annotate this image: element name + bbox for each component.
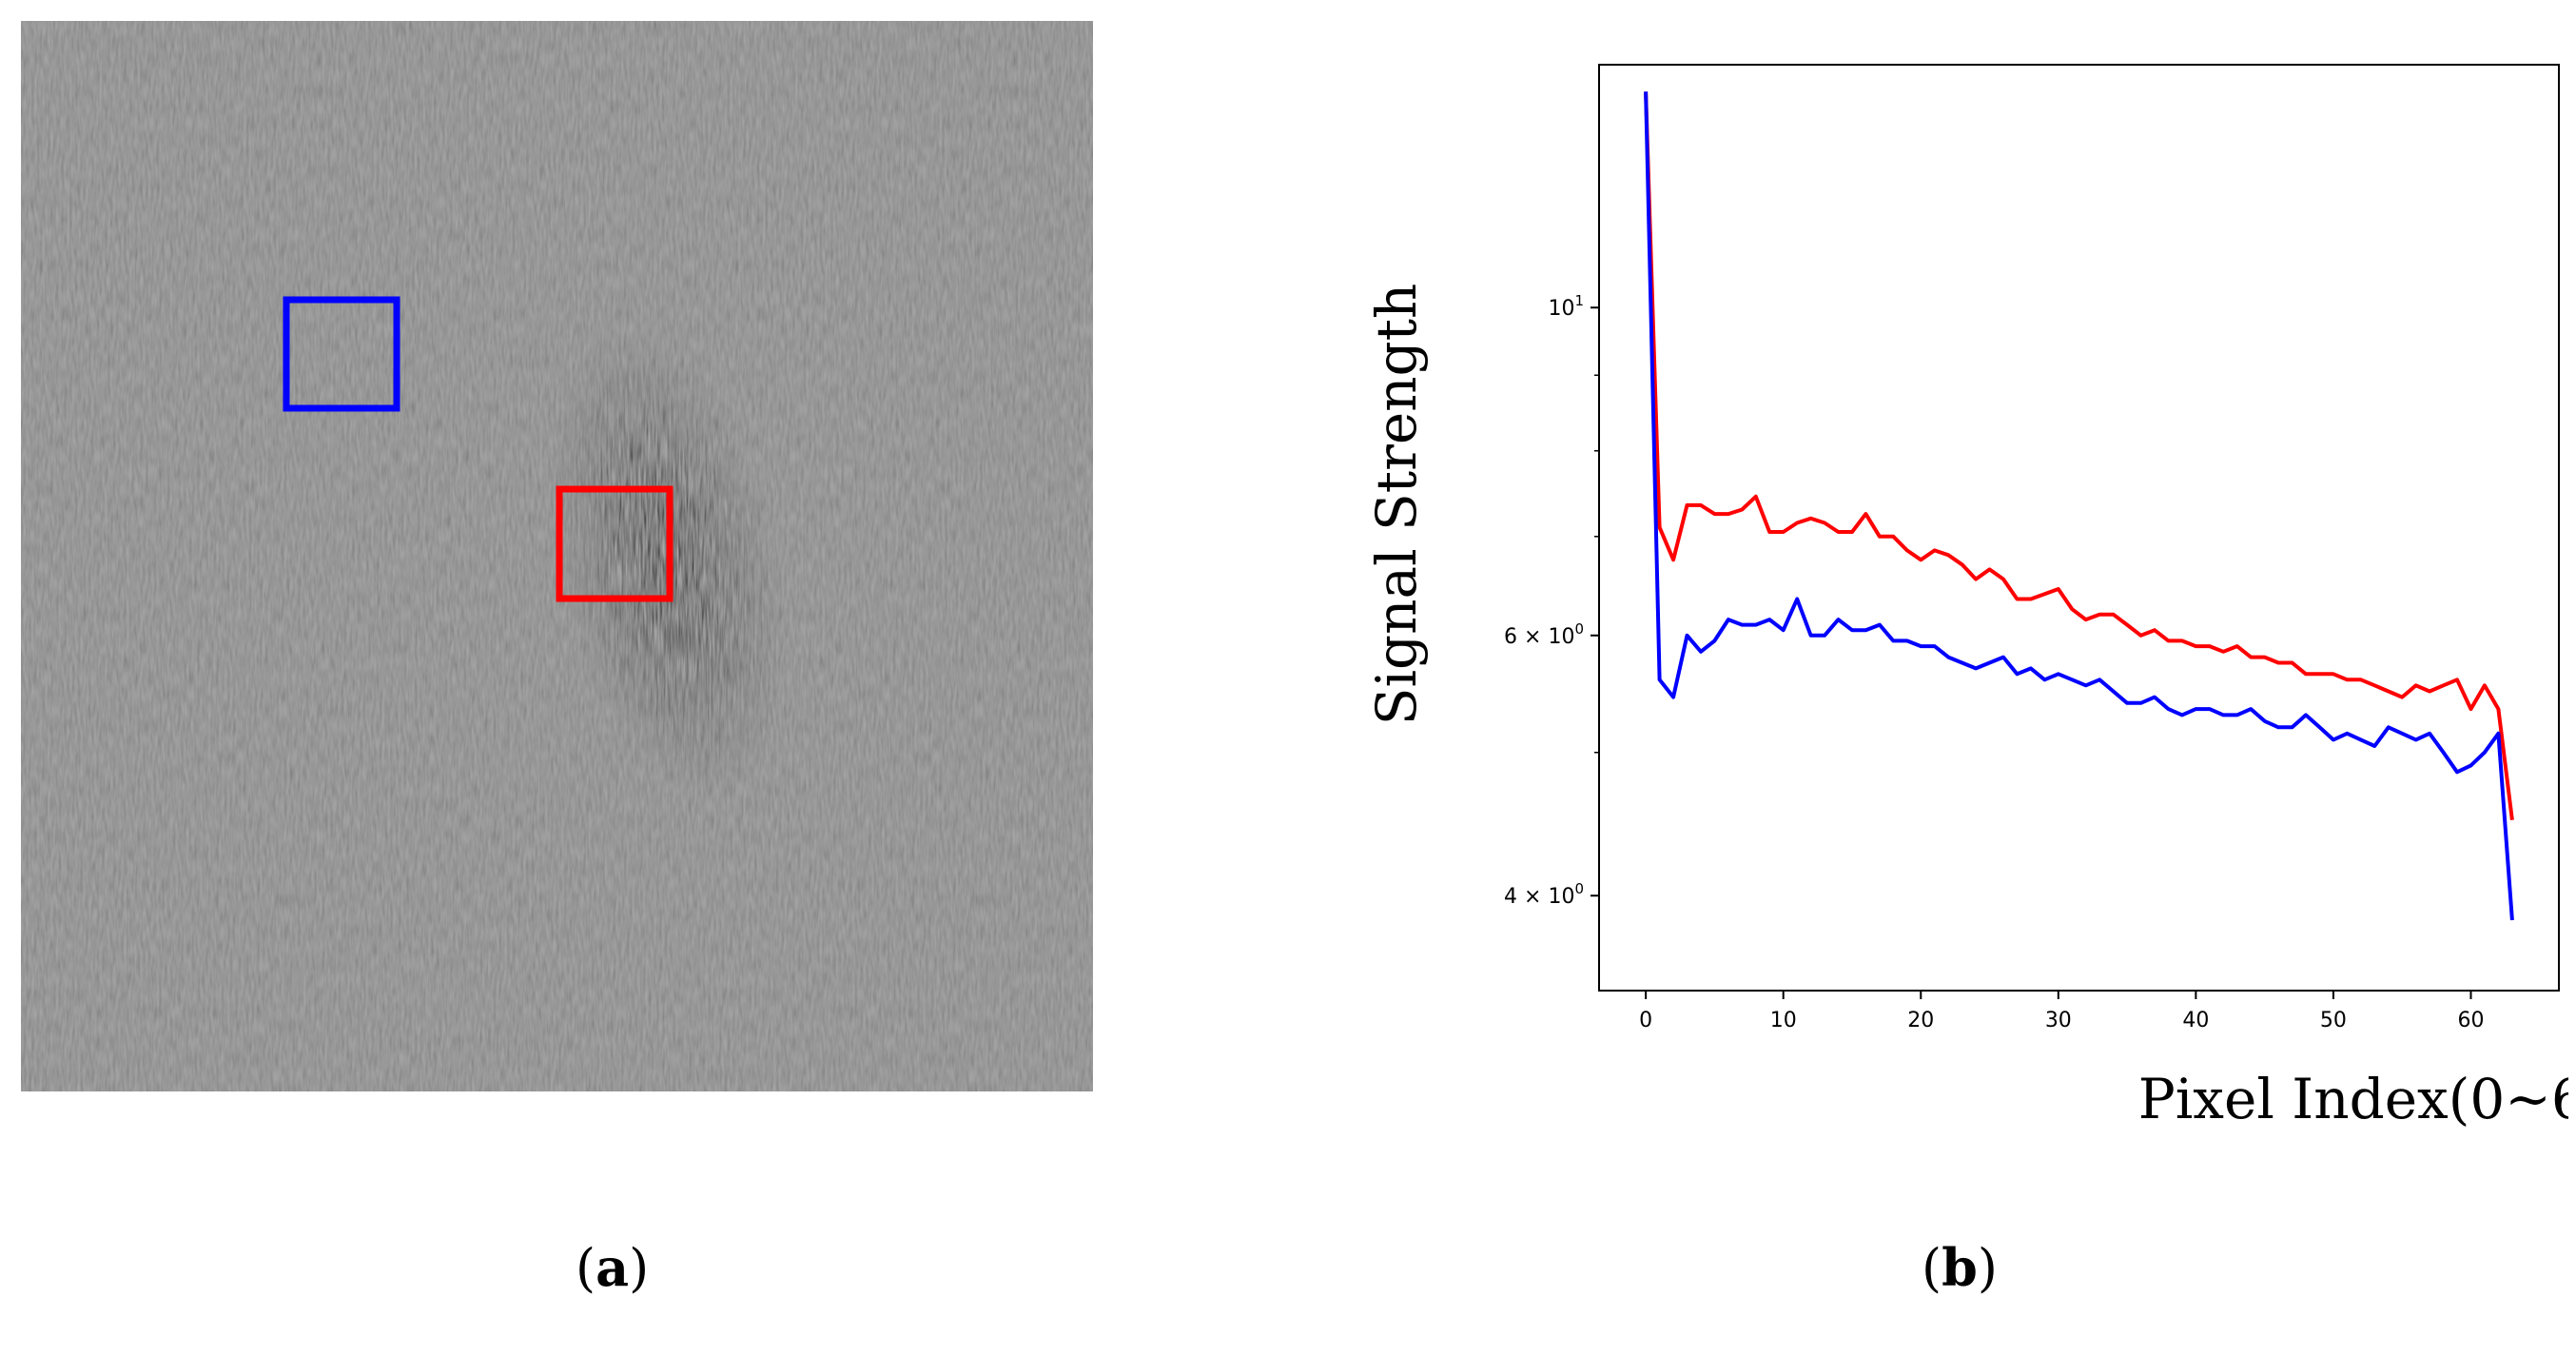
x-tick-label: 10: [1770, 1009, 1797, 1032]
x-tick-label: 60: [2457, 1009, 2484, 1032]
blue-roi-box: [283, 296, 400, 412]
y-tick-label: 4 × 100: [1504, 880, 1584, 909]
series-line-blue: [1644, 91, 2514, 921]
plot-frame: [1598, 64, 2560, 992]
x-tick-label: 50: [2320, 1009, 2347, 1032]
y-axis-title: Signal Strength: [1364, 284, 1429, 726]
series-line-red: [1644, 91, 2514, 821]
panel-a-caption: (a): [576, 1237, 650, 1298]
panel-b-caption: (b): [1922, 1237, 1998, 1298]
y-tick-label: 101: [1548, 292, 1584, 321]
x-tick-label: 30: [2045, 1009, 2072, 1032]
x-tick-label: 40: [2182, 1009, 2209, 1032]
x-axis-title: Pixel Index(0~63): [2138, 1067, 2568, 1131]
red-roi-box: [556, 485, 673, 602]
y-tick-label: 6 × 100: [1504, 620, 1584, 649]
x-tick-label: 0: [1639, 1009, 1652, 1032]
plot-area: 0 10 20 30 40 50 60 101 6 × 100 4 × 100: [1504, 64, 2560, 1032]
grayscale-image-panel: [21, 21, 1093, 1091]
signal-strength-chart: 0 10 20 30 40 50 60 101 6 × 100 4 × 100 Signal St…: [1364, 64, 2568, 1131]
x-tick-label: 20: [1907, 1009, 1934, 1032]
